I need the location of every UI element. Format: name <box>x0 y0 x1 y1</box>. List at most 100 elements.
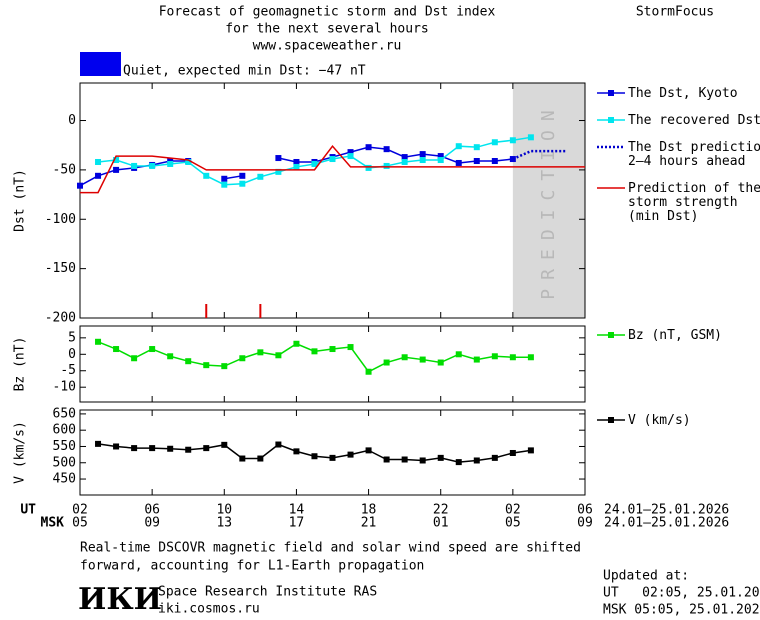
x-tick-label: 02 <box>72 503 88 518</box>
data-point <box>131 445 138 452</box>
legend-marker <box>608 90 614 96</box>
x2-tick-label: 01 <box>433 516 449 531</box>
data-point <box>473 356 480 363</box>
data-point <box>455 351 462 358</box>
data-point <box>131 162 138 169</box>
title-line: Forecast of geomagnetic storm and Dst in… <box>159 5 496 20</box>
data-point <box>239 455 246 462</box>
x2-tick-label: 05 <box>72 516 88 531</box>
data-point <box>473 144 480 151</box>
data-point <box>113 346 120 353</box>
data-point <box>455 159 462 166</box>
legend-marker <box>608 332 614 338</box>
legend-marker <box>608 417 614 423</box>
data-point <box>419 151 426 158</box>
data-point <box>95 440 102 447</box>
data-point <box>437 454 444 461</box>
data-point <box>347 153 354 160</box>
prediction-region <box>512 83 585 318</box>
data-point <box>455 143 462 150</box>
y-tick-label: 0 <box>68 113 76 128</box>
data-point <box>113 157 120 164</box>
legend-label: The Dst prediction 2–4 hours ahead <box>628 140 760 169</box>
data-point <box>131 355 138 362</box>
data-point <box>149 346 156 353</box>
x2-tick-label: 09 <box>144 516 160 531</box>
data-point <box>347 344 354 351</box>
x2-tick-label: 05 <box>505 516 521 531</box>
x2-tick-label: 09 <box>577 516 593 531</box>
data-point <box>221 441 228 448</box>
legend-label: The recovered Dst <box>628 113 760 128</box>
x-tick-label: 14 <box>289 503 305 518</box>
data-point <box>527 354 534 361</box>
y-tick-label: -100 <box>45 212 76 227</box>
data-point <box>221 363 228 370</box>
data-point <box>275 352 282 359</box>
y-axis-label: V (km/s) <box>13 421 28 484</box>
data-point <box>329 156 336 163</box>
data-point <box>419 157 426 164</box>
data-point <box>491 139 498 146</box>
data-point <box>419 356 426 363</box>
data-point <box>257 455 264 462</box>
data-point <box>401 158 408 165</box>
data-point <box>293 340 300 347</box>
data-point <box>293 158 300 165</box>
data-point <box>113 443 120 450</box>
data-point <box>365 447 372 454</box>
legend-label: V (km/s) <box>628 413 691 428</box>
data-point <box>275 155 282 162</box>
data-point <box>275 168 282 175</box>
data-point <box>347 149 354 156</box>
x2-tick-label: 21 <box>361 516 377 531</box>
y-tick-label: 550 <box>53 439 76 454</box>
x-tick-label: 18 <box>361 503 377 518</box>
legend-label: The Dst, Kyoto <box>628 86 738 101</box>
x2-tick-label: 13 <box>216 516 232 531</box>
data-point <box>509 137 516 144</box>
data-point <box>329 346 336 353</box>
data-point <box>365 164 372 171</box>
data-point <box>77 182 83 189</box>
data-point <box>473 158 480 165</box>
series-line <box>97 443 532 463</box>
panel: 5 0-5 -10 Bz (nT) Bz (nT, GSM) <box>13 325 722 403</box>
y-tick-label: 650 <box>53 406 76 421</box>
y-tick-label: -5 <box>60 363 76 378</box>
data-point <box>491 158 498 165</box>
data-point <box>203 172 210 179</box>
panel-frame <box>79 409 586 496</box>
x-tick-label: 06 <box>577 503 593 518</box>
y-tick-label: -150 <box>45 261 76 276</box>
status-text: Quiet, expected min Dst: −47 nT <box>123 64 366 79</box>
data-point <box>311 453 318 460</box>
y-tick-label: -10 <box>53 380 76 395</box>
data-point <box>293 163 300 170</box>
data-point <box>383 359 390 366</box>
data-point <box>437 157 444 164</box>
footer-note: forward, accounting for L1-Earth propaga… <box>80 559 424 574</box>
data-point <box>167 445 174 452</box>
data-point <box>527 134 534 141</box>
data-point <box>383 162 390 169</box>
data-point <box>365 144 372 151</box>
y-axis-label: Bz (nT) <box>13 337 28 392</box>
data-point <box>509 354 516 361</box>
data-point <box>401 354 408 361</box>
data-point <box>311 160 318 167</box>
data-point <box>455 459 462 466</box>
data-point <box>491 454 498 461</box>
y-tick-label: 5 <box>68 330 76 345</box>
data-point <box>221 181 228 188</box>
y-tick-label: -200 <box>45 311 76 326</box>
prediction-label: PREDICTION <box>538 101 559 299</box>
x2-axis-label: MSK <box>41 516 65 531</box>
brand: StormFocus <box>636 5 714 20</box>
x-tick-label: 10 <box>216 503 232 518</box>
data-point <box>401 456 408 463</box>
x2-tick-label: 17 <box>289 516 305 531</box>
legend-label: Bz (nT, GSM) <box>628 328 722 343</box>
